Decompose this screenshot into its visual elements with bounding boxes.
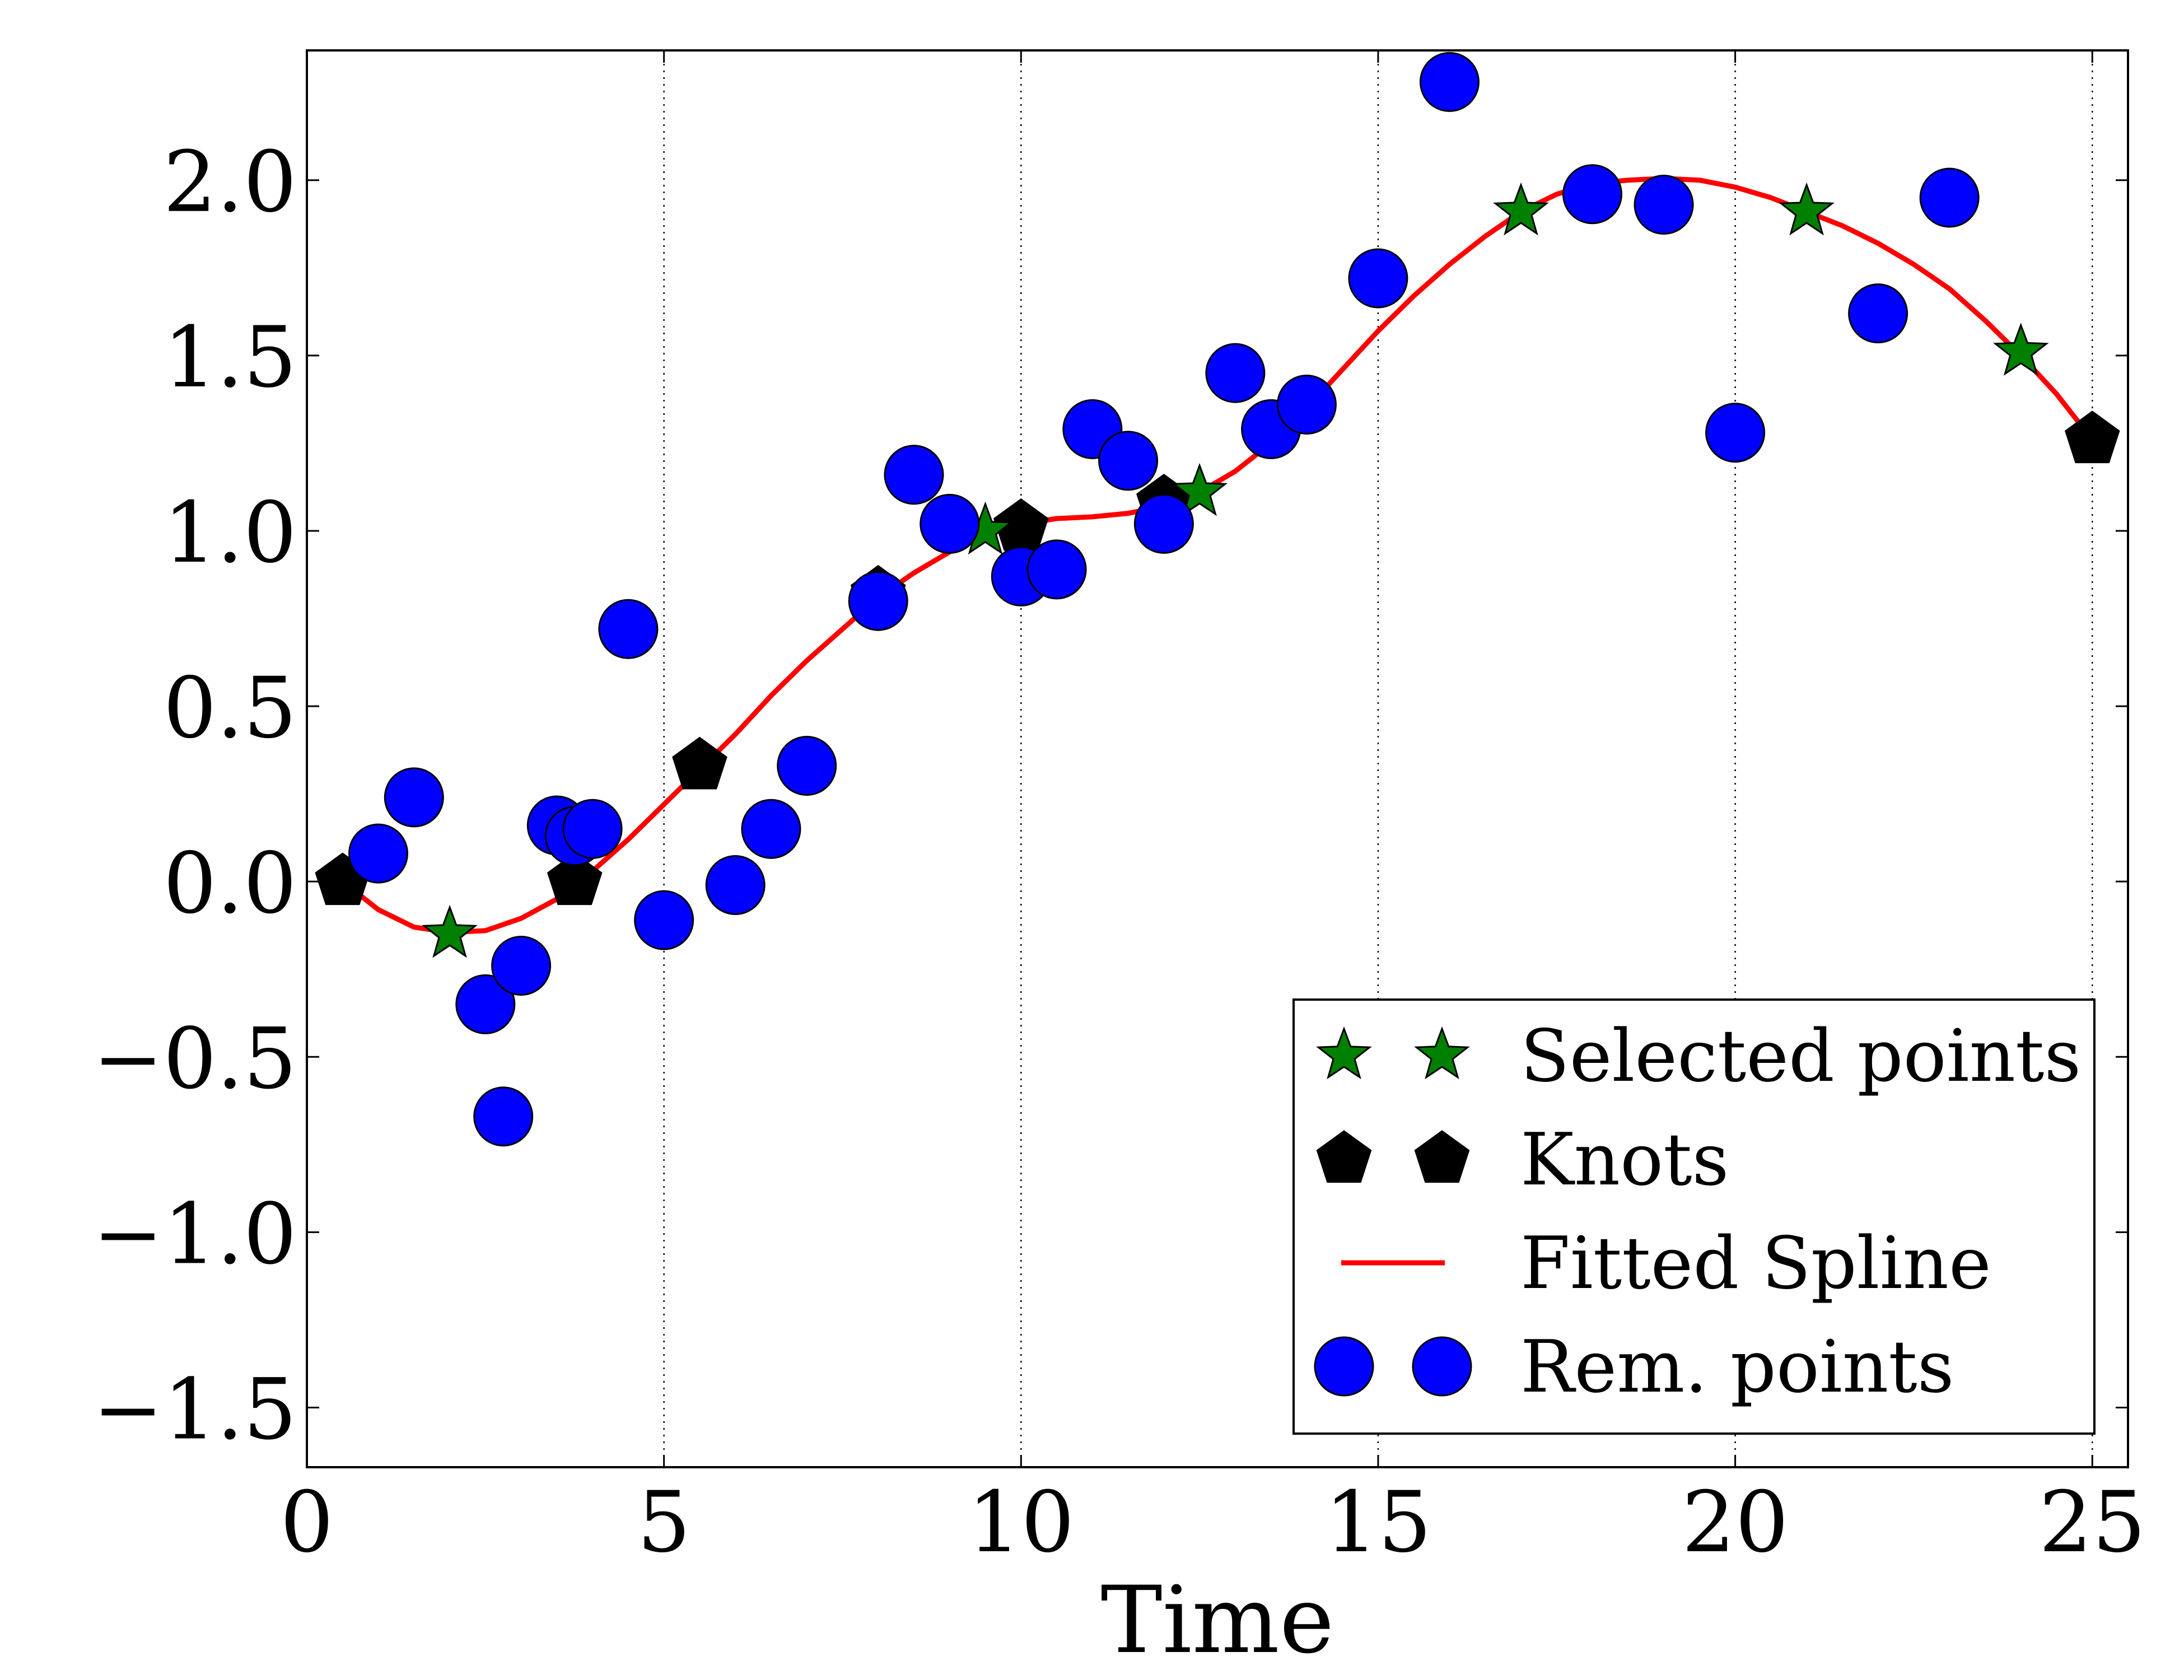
selected-point	[1172, 463, 1228, 516]
x-tick-label: 10	[968, 1474, 1075, 1571]
remaining-point	[598, 599, 659, 659]
y-tick-label: 2.0	[163, 134, 297, 231]
y-tick-label: −0.5	[93, 1010, 297, 1108]
legend-label: Knots	[1520, 1118, 1729, 1202]
remaining-point	[1133, 493, 1194, 554]
y-tick-label: −1.0	[93, 1186, 297, 1283]
y-tick-label: 1.0	[163, 484, 297, 582]
x-tick-label: 15	[1325, 1474, 1432, 1571]
remaining-point	[777, 736, 837, 796]
remaining-point	[1205, 343, 1266, 403]
remaining-point	[1634, 175, 1694, 235]
remaining-point	[1848, 283, 1908, 344]
knot-point	[2064, 410, 2120, 464]
knot-point	[547, 852, 603, 906]
selected-point	[422, 904, 478, 958]
selected-point	[1992, 323, 2049, 376]
remaining-point	[705, 855, 766, 915]
legend-circle-icon	[1412, 1336, 1472, 1397]
remaining-point	[1562, 164, 1623, 225]
y-tick-label: 0.5	[163, 660, 297, 757]
x-tick-label: 25	[2039, 1474, 2146, 1571]
remaining-point	[473, 1086, 534, 1147]
remaining-point	[741, 799, 801, 859]
remaining-point	[884, 445, 944, 505]
remaining-point	[1276, 375, 1337, 435]
remaining-point	[1026, 539, 1087, 600]
legend-pentagon-icon	[1316, 1130, 1372, 1183]
selected-point	[1493, 182, 1549, 236]
remaining-point	[1705, 403, 1766, 463]
legend-label: Selected points	[1520, 1015, 2081, 1098]
remaining-point	[562, 799, 623, 859]
legend: Selected points Knots Fitted Spline Rem. po…	[1292, 998, 2096, 1435]
x-axis-title: Time	[1101, 1566, 1334, 1674]
remaining-point	[1419, 52, 1480, 112]
x-tick-label: 5	[637, 1474, 690, 1571]
remaining-point	[491, 935, 552, 996]
remaining-point	[634, 890, 694, 950]
x-tick-label: 20	[1682, 1474, 1789, 1571]
y-tick-label: 0.0	[163, 835, 297, 932]
remaining-point	[1098, 431, 1159, 491]
plot-frame	[306, 49, 2129, 1468]
x-tick-label: 0	[280, 1474, 333, 1571]
legend-label: Rem. points	[1520, 1326, 1954, 1409]
remaining-point	[348, 823, 409, 884]
plot-area	[315, 52, 2120, 1147]
legend-star-icon	[1414, 1026, 1470, 1080]
legend-circle-icon	[1314, 1336, 1374, 1397]
legend-label: Fitted Spline	[1520, 1222, 1991, 1305]
y-tick-label: −1.5	[93, 1361, 297, 1459]
legend-star-icon	[1316, 1026, 1372, 1080]
remaining-point	[455, 974, 516, 1034]
y-tick-label: 1.5	[163, 309, 297, 407]
knot-point	[672, 736, 727, 790]
remaining-point	[384, 767, 444, 828]
remaining-point	[1919, 167, 1980, 228]
remaining-point	[848, 571, 908, 631]
remaining-point	[1348, 248, 1408, 309]
legend-pentagon-icon	[1414, 1130, 1470, 1183]
selected-point	[1779, 182, 1835, 236]
axis-ticks: 0 5 10 15 20 25 −1.5 −1.0 −0.5 0.0 0.5 1.0 1.5 2.0	[93, 50, 2146, 1571]
remaining-point	[920, 493, 980, 554]
